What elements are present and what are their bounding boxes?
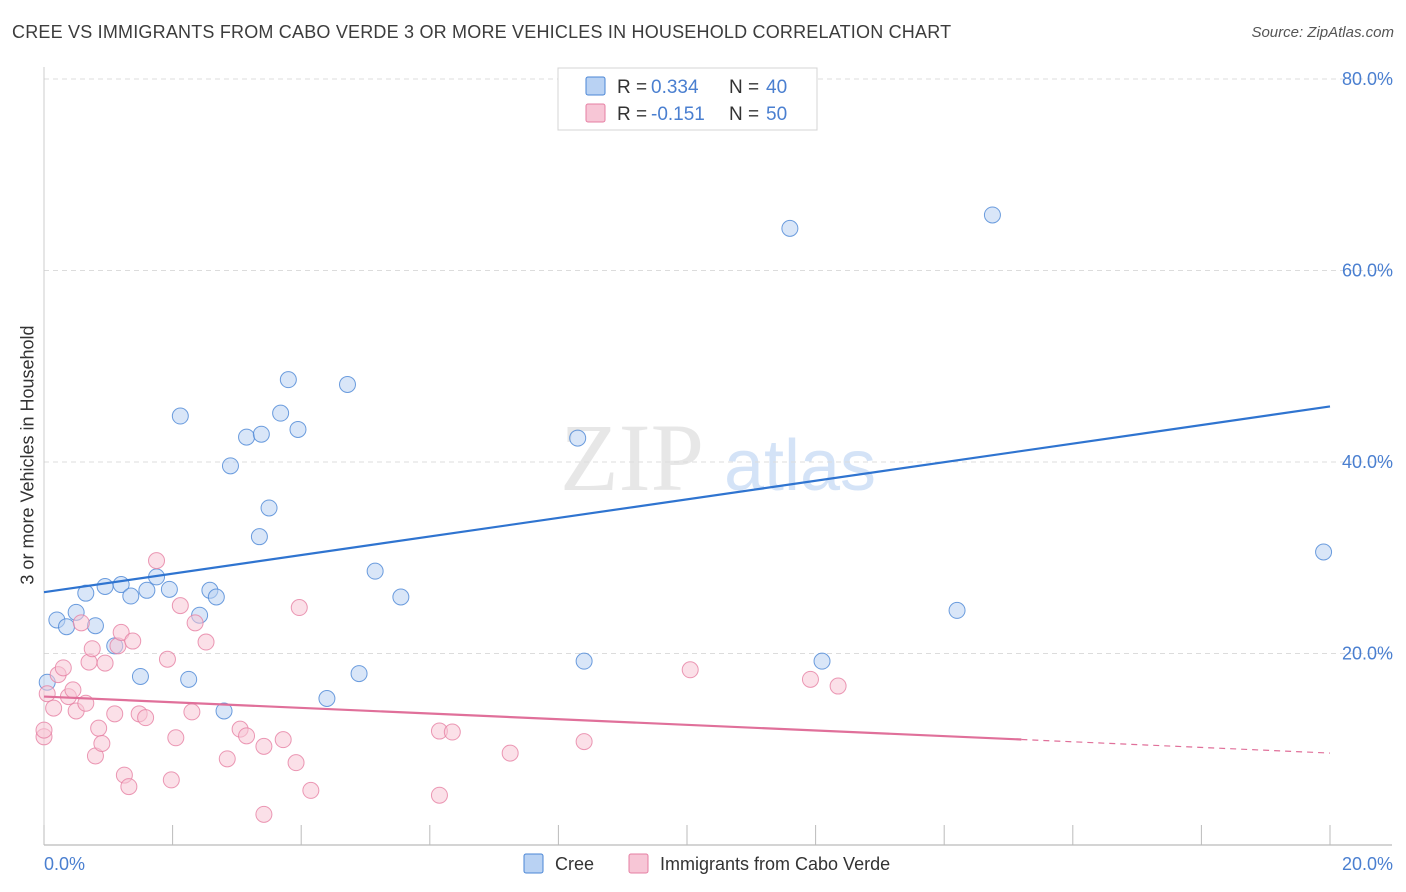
- n-value: 50: [766, 104, 787, 125]
- cree-point: [138, 581, 156, 599]
- cree-legend-label: Cree: [555, 854, 594, 874]
- cabo-verde-trend-extension: [1021, 738, 1331, 754]
- cree-legend-swatch: [585, 76, 606, 96]
- y-tick-label: 80.0%: [1342, 69, 1393, 89]
- cabo-verde-trend-line: [43, 695, 1022, 741]
- cabo-verde-point: [274, 731, 292, 749]
- cabo-verde-point: [681, 661, 699, 679]
- cabo-verde-point: [72, 614, 90, 632]
- cabo-verde-point: [255, 805, 273, 823]
- cree-point: [392, 588, 410, 606]
- x-tick-label: 20.0%: [1342, 854, 1393, 874]
- chart-title: CREE VS IMMIGRANTS FROM CABO VERDE 3 OR …: [12, 22, 952, 42]
- r-label: R =: [617, 77, 647, 98]
- r-value: 0.334: [651, 77, 699, 98]
- cabo-verde-point: [120, 778, 138, 796]
- cree-point: [272, 404, 290, 422]
- cabo-verde-point: [287, 754, 305, 772]
- cabo-verde-point: [801, 670, 819, 688]
- n-value: 40: [766, 77, 787, 98]
- cree-point: [58, 618, 76, 636]
- cree-trend-line: [43, 405, 1331, 594]
- cree-point: [238, 428, 256, 446]
- cabo-verde-point: [197, 633, 215, 651]
- cabo-verde-point: [137, 709, 155, 727]
- cabo-verde-point: [575, 733, 593, 751]
- cree-point: [131, 667, 149, 685]
- cree-point: [171, 407, 189, 425]
- cabo-verde-point: [90, 719, 108, 737]
- cree-point: [569, 429, 587, 447]
- cabo-verde-point: [167, 729, 185, 747]
- cabo-verde-point: [218, 750, 236, 768]
- cree-point: [96, 577, 114, 595]
- cree-point: [215, 702, 233, 720]
- cree-point: [160, 580, 178, 598]
- cabo-verde-point: [183, 703, 201, 721]
- cabo-verde-point: [186, 614, 204, 632]
- n-label: N =: [729, 77, 759, 98]
- y-tick-label: 20.0%: [1342, 644, 1393, 664]
- cabo-verde-point: [171, 597, 189, 615]
- cabo-verde-point: [93, 735, 111, 753]
- cree-bottom-swatch: [523, 853, 544, 874]
- y-tick-label: 60.0%: [1342, 261, 1393, 281]
- cabo-verde-bottom-swatch: [628, 853, 649, 874]
- r-value: -0.151: [651, 104, 705, 125]
- cabo-verde-point: [38, 685, 56, 703]
- cabo-verde-point: [124, 632, 142, 650]
- cree-point: [781, 219, 799, 237]
- n-label: N =: [729, 104, 759, 125]
- cree-point: [207, 588, 225, 606]
- cree-point: [252, 425, 270, 443]
- cree-point: [350, 665, 368, 683]
- cree-point: [318, 690, 336, 708]
- cree-point: [279, 371, 297, 389]
- cree-point: [948, 601, 966, 619]
- y-tick-label: 40.0%: [1342, 452, 1393, 472]
- cabo-verde-point: [290, 599, 308, 617]
- cabo-verde-point: [83, 640, 101, 658]
- r-label: R =: [617, 104, 647, 125]
- cabo-verde-point: [112, 623, 130, 641]
- cree-point: [122, 587, 140, 605]
- cabo-verde-point: [45, 699, 63, 717]
- cabo-verde-legend-swatch: [585, 103, 606, 123]
- cabo-verde-point: [54, 659, 72, 677]
- cree-point: [250, 528, 268, 546]
- cree-point: [1315, 543, 1333, 561]
- watermark-atlas: atlas: [724, 426, 876, 506]
- cabo-verde-point: [430, 786, 448, 804]
- cabo-verde-point: [501, 744, 519, 762]
- cabo-verde-point: [96, 654, 114, 672]
- cree-point: [260, 499, 278, 517]
- cabo-verde-point: [35, 721, 53, 739]
- cabo-verde-point: [443, 723, 461, 741]
- cree-point: [289, 420, 307, 438]
- cabo-verde-point: [158, 650, 176, 668]
- cabo-verde-point: [162, 771, 180, 789]
- cabo-verde-point: [148, 552, 166, 570]
- cabo-verde-point: [106, 705, 124, 723]
- cabo-verde-point: [255, 737, 273, 755]
- cabo-verde-point: [64, 681, 82, 699]
- cree-point: [221, 457, 239, 475]
- cabo-verde-point: [238, 727, 256, 745]
- cree-point: [366, 562, 384, 580]
- cree-point: [575, 652, 593, 670]
- cree-point: [338, 375, 356, 393]
- watermark-zip: ZIP: [560, 404, 704, 511]
- cree-point: [983, 206, 1001, 224]
- cabo-verde-legend-label: Immigrants from Cabo Verde: [660, 854, 890, 874]
- source-label: Source: ZipAtlas.com: [1251, 24, 1394, 41]
- cabo-verde-point: [829, 677, 847, 695]
- cree-point: [86, 617, 104, 635]
- cabo-verde-point: [302, 781, 320, 799]
- x-tick-label: 0.0%: [44, 854, 85, 874]
- cree-point: [180, 670, 198, 688]
- cree-point: [813, 652, 831, 670]
